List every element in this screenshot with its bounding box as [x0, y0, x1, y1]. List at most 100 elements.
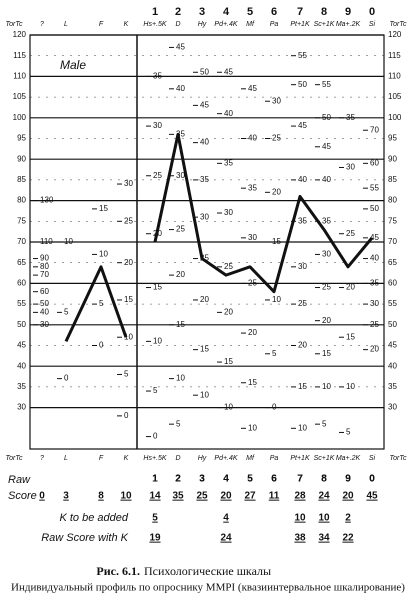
validity-profile [64, 265, 128, 342]
scale-number: 9 [345, 474, 351, 485]
raw-tick-label: 35 [298, 216, 307, 225]
scale-name: Ma+.2K [336, 455, 361, 462]
raw-score: 20 [342, 491, 354, 502]
raw-score: 8 [98, 491, 104, 502]
y-tick-label: 40 [388, 361, 397, 370]
row-label: Score [8, 490, 37, 502]
raw-tick-label: 30 [153, 121, 162, 130]
scale-name: L [64, 455, 68, 462]
scale-name: D [175, 455, 180, 462]
raw-tick-label: 5 [99, 299, 104, 308]
y-tick-label: 85 [388, 175, 397, 184]
y-tick-label: 50 [388, 320, 397, 329]
raw-tick-label: 25 [224, 262, 233, 271]
raw-tick-label: 5 [272, 349, 277, 358]
raw-tick-label: 20 [176, 270, 185, 279]
y-tick-label: 120 [388, 30, 402, 39]
raw-tick-label: 25 [370, 320, 379, 329]
raw-tick-label: 40 [370, 254, 379, 263]
raw-tick-label: 15 [224, 357, 233, 366]
raw-tick-label: 25 [153, 171, 162, 180]
k-added: 4 [223, 513, 229, 524]
scale-number: 6 [271, 474, 277, 485]
scale-name: Pd+.4K [214, 21, 237, 28]
raw-tick-label: 40 [176, 84, 185, 93]
raw-tick-label: 15 [200, 345, 209, 354]
raw-tick-label: 10 [153, 336, 162, 345]
raw-tick-label: 50 [370, 204, 379, 213]
y-tick-label: 110 [13, 72, 26, 81]
y-tick-label: 30 [17, 403, 26, 412]
raw-score: 0 [39, 491, 45, 502]
scale-name: Pt+1K [290, 21, 310, 28]
y-tick-label: 35 [388, 382, 397, 391]
raw-score: 45 [366, 491, 378, 502]
k-added: 10 [318, 513, 330, 524]
y-tick-label: 100 [13, 113, 27, 122]
scale-name: Hs+.5K [143, 21, 166, 28]
raw-tick-label: 10 [176, 374, 185, 383]
raw-tick-label: 45 [322, 142, 331, 151]
y-tick-label: 100 [388, 113, 402, 122]
scale-name: Hy [198, 455, 207, 462]
y-tick-label: 30 [388, 403, 397, 412]
raw-tick-label: 45 [176, 43, 185, 52]
scale-name: K [124, 455, 129, 462]
raw-score: 27 [244, 491, 256, 502]
axis-label: TorTc [6, 455, 23, 462]
scale-number: 3 [199, 474, 205, 485]
scale-name: L [64, 21, 68, 28]
raw-tick-label: 55 [298, 51, 307, 60]
raw-tick-label: 10 [200, 390, 209, 399]
scale-number: 7 [297, 474, 303, 485]
raw-tick-label: 20 [272, 187, 281, 196]
raw-tick-label: 40 [248, 134, 257, 143]
raw-tick-label: 30 [200, 212, 209, 221]
scale-number: 2 [175, 474, 181, 485]
raw-tick-label: 15 [153, 283, 162, 292]
scale-name: F [99, 21, 104, 28]
raw-tick-label: 45 [248, 84, 257, 93]
y-tick-label: 70 [17, 237, 26, 246]
y-tick-label: 110 [388, 72, 401, 81]
scale-name: ? [40, 455, 44, 462]
axis-label: TorTc [390, 21, 407, 28]
raw-tick-label: 35 [224, 158, 233, 167]
y-tick-label: 115 [388, 51, 401, 60]
raw-tick-label: 15 [272, 237, 281, 246]
raw-tick-label: 30 [370, 299, 379, 308]
raw-score: 3 [63, 491, 69, 502]
y-tick-label: 55 [17, 299, 26, 308]
caption-label: Рис. 6.1. [96, 564, 140, 578]
raw-tick-label: 30 [248, 233, 257, 242]
scale-number: 0 [369, 474, 375, 485]
raw-tick-label: 40 [40, 307, 49, 316]
raw-tick-label: 45 [200, 100, 209, 109]
scale-number: 8 [321, 474, 327, 485]
raw-score-k: 19 [149, 533, 161, 544]
scale-number: 6 [271, 474, 277, 485]
raw-tick-label: 40 [298, 175, 307, 184]
raw-tick-label: 35 [200, 175, 209, 184]
raw-tick-label: 20 [248, 328, 257, 337]
raw-tick-label: 20 [346, 283, 355, 292]
caption-subtitle: Индивидуальный профиль по опроснику MMPI… [11, 582, 405, 594]
raw-tick-label: 20 [322, 316, 331, 325]
raw-tick-label: 15 [248, 378, 257, 387]
raw-score: 28 [294, 491, 306, 502]
raw-tick-label: 90 [40, 254, 49, 263]
y-tick-label: 120 [13, 30, 27, 39]
row-label: Raw Score with K [41, 532, 128, 544]
y-tick-label: 70 [388, 237, 397, 246]
raw-tick-label: 30 [224, 208, 233, 217]
scale-number: 6 [271, 6, 277, 18]
axis-label: TorTc [390, 455, 407, 462]
y-tick-label: 95 [388, 134, 397, 143]
raw-tick-label: 0 [272, 403, 277, 412]
raw-tick-label: 55 [322, 80, 331, 89]
scale-number: 4 [223, 474, 229, 485]
scale-name: D [175, 21, 180, 28]
scale-number: 8 [321, 474, 327, 485]
raw-tick-label: 30 [124, 179, 133, 188]
y-tick-label: 50 [17, 320, 26, 329]
